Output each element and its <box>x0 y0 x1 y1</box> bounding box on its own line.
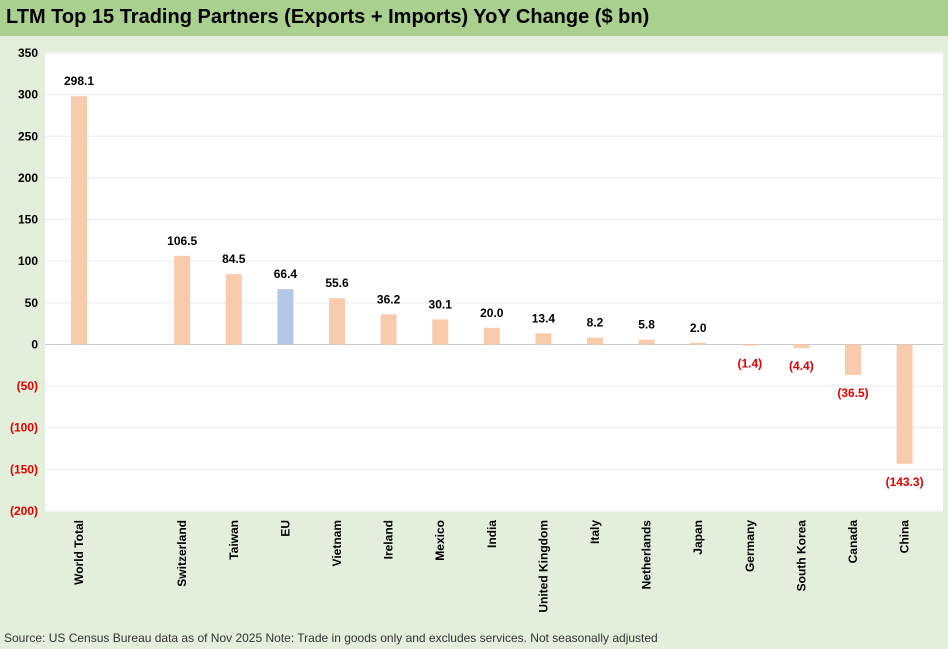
data-label: 13.4 <box>532 311 556 325</box>
bar-ireland <box>380 314 397 345</box>
y-tick-label: 300 <box>18 88 38 102</box>
plot-area <box>45 52 943 512</box>
bar-eu <box>277 289 294 345</box>
bar-south-korea <box>793 344 810 349</box>
x-category-label: World Total <box>72 520 86 585</box>
data-label: 84.5 <box>222 252 246 266</box>
x-category-label: Switzerland <box>175 520 189 587</box>
x-category-label: Taiwan <box>227 520 241 560</box>
y-tick-label: (100) <box>10 421 38 435</box>
data-label: 20.0 <box>480 306 504 320</box>
data-label: 55.6 <box>325 276 349 290</box>
x-category-label: South Korea <box>794 520 808 592</box>
x-category-label: Germany <box>743 520 757 572</box>
bar-mexico <box>432 319 449 345</box>
data-label: 8.2 <box>587 316 604 330</box>
x-category-label: Netherlands <box>640 520 654 590</box>
x-category-label: Vietnam <box>330 520 344 566</box>
y-tick-label: 150 <box>18 213 38 227</box>
data-label: (1.4) <box>737 357 762 371</box>
y-tick-label: 350 <box>18 46 38 60</box>
data-label: 298.1 <box>64 74 94 88</box>
x-category-label: Japan <box>691 520 705 555</box>
bar-switzerland <box>174 255 191 345</box>
data-label: (36.5) <box>837 386 868 400</box>
x-category-label: United Kingdom <box>536 520 550 613</box>
y-tick-label: (200) <box>10 504 38 518</box>
data-label: 36.2 <box>377 292 401 306</box>
bar-japan <box>690 342 707 345</box>
bar-germany <box>741 344 758 346</box>
y-tick-label: (50) <box>17 379 38 393</box>
source-note: Source: US Census Bureau data as of Nov … <box>4 631 658 645</box>
bar-india <box>483 327 500 345</box>
data-label: 30.1 <box>429 297 453 311</box>
data-label: 2.0 <box>690 321 707 335</box>
data-label: (4.4) <box>789 359 814 373</box>
bar-taiwan <box>225 274 242 345</box>
title-bar: LTM Top 15 Trading Partners (Exports + I… <box>0 0 948 36</box>
chart-title: LTM Top 15 Trading Partners (Exports + I… <box>6 6 650 28</box>
bar-netherlands <box>638 339 655 345</box>
y-tick-label: 250 <box>18 129 38 143</box>
x-category-label: Mexico <box>433 520 447 561</box>
bar-china <box>896 344 913 464</box>
data-label: (143.3) <box>886 475 924 489</box>
x-category-label: EU <box>278 520 292 537</box>
x-category-label: Italy <box>588 520 602 544</box>
bar-canada <box>845 344 861 375</box>
bar-united-kingdom <box>535 333 552 345</box>
y-tick-label: (150) <box>10 462 38 476</box>
x-category-label: India <box>485 520 499 548</box>
y-tick-label: 100 <box>18 254 38 268</box>
y-tick-label: 0 <box>31 337 38 351</box>
x-category-label: China <box>898 520 912 554</box>
bar-italy <box>587 337 603 345</box>
y-tick-label: 200 <box>18 171 38 185</box>
data-label: 66.4 <box>274 267 298 281</box>
bar-world-total <box>71 96 87 345</box>
bar-vietnam <box>329 298 345 345</box>
data-label: 5.8 <box>638 318 655 332</box>
x-category-label: Ireland <box>382 520 396 559</box>
data-label: 106.5 <box>167 234 197 248</box>
x-category-label: Canada <box>846 520 860 564</box>
y-tick-label: 50 <box>25 296 39 310</box>
